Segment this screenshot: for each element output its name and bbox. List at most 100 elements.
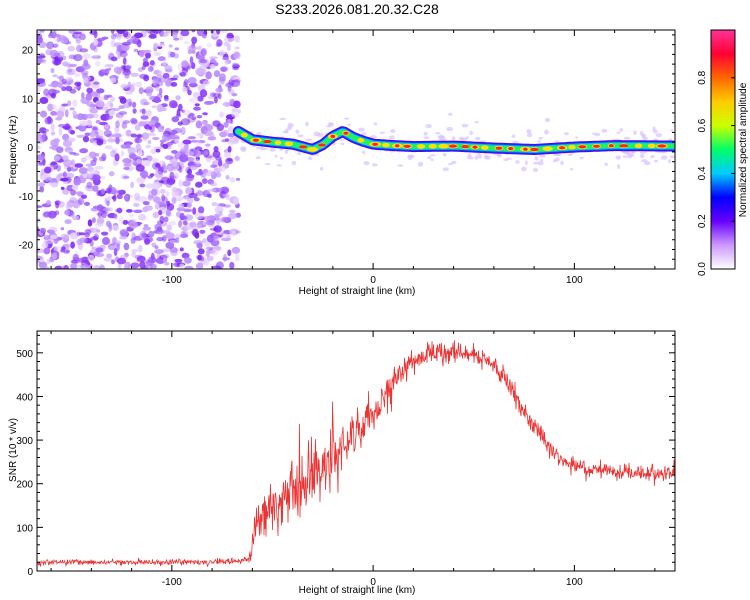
noise-blob [222, 101, 231, 107]
noise-blob [196, 262, 204, 269]
snr-frame [36, 330, 676, 572]
halo-blob [435, 132, 441, 135]
halo-blob [274, 154, 278, 158]
noise-blob [168, 220, 177, 226]
noise-blob [212, 245, 222, 250]
noise-blob [141, 132, 150, 140]
noise-blob [50, 139, 59, 147]
noise-blob [200, 48, 207, 57]
noise-blob [61, 103, 69, 107]
noise-blob [63, 249, 70, 254]
noise-blob [196, 115, 203, 119]
noise-blob [147, 66, 154, 72]
noise-blob [158, 87, 163, 95]
halo-blob [524, 160, 528, 165]
spectrogram-y-tick-label: 0 [27, 143, 33, 154]
noise-blob [101, 69, 110, 74]
ridge-hot-red [530, 147, 539, 152]
noise-blob [47, 229, 55, 234]
noise-blob [90, 130, 96, 138]
noise-blob [111, 259, 115, 265]
halo-blob [526, 133, 533, 138]
colorbar-gradient [710, 29, 736, 270]
noise-blob [42, 211, 51, 218]
halo-blob [451, 160, 457, 164]
noise-blob [55, 202, 59, 209]
noise-blob [149, 173, 155, 177]
noise-blob [43, 247, 51, 255]
spectrogram-y-tick-label: -10 [19, 192, 34, 203]
noise-blob [46, 103, 54, 112]
noise-blob [119, 51, 128, 58]
noise-blob [164, 77, 172, 85]
noise-blob [50, 182, 59, 188]
ridge-hot-red [593, 144, 600, 148]
noise-blob [76, 238, 83, 246]
noise-blob [73, 86, 80, 90]
noise-blob [212, 202, 220, 207]
noise-blob [74, 163, 84, 168]
noise-blob [151, 188, 158, 197]
halo-blob [423, 131, 428, 136]
noise-blob [66, 210, 71, 216]
noise-blob [130, 262, 140, 269]
noise-blob [107, 100, 113, 105]
noise-blob [82, 77, 89, 84]
noise-blob [153, 196, 161, 204]
noise-blob [195, 141, 203, 146]
noise-blob [216, 39, 223, 47]
noise-blob [120, 84, 129, 89]
halo-blob [236, 109, 242, 114]
halo-blob [668, 159, 672, 164]
spectrogram-x-tick-label: -100 [162, 275, 182, 286]
halo-blob [407, 155, 413, 161]
noise-blob [93, 81, 100, 85]
noise-blob [47, 116, 52, 124]
noise-blob [217, 93, 222, 100]
noise-blob [223, 41, 229, 47]
noise-blob [221, 233, 229, 239]
noise-blob [68, 54, 77, 60]
noise-blob [63, 265, 69, 269]
noise-blob [128, 101, 133, 107]
noise-blob [82, 53, 91, 60]
noise-blob [75, 39, 81, 44]
halo-blob [660, 155, 668, 160]
noise-blob [166, 200, 171, 207]
noise-blob [220, 186, 230, 194]
noise-blob [148, 230, 155, 238]
halo-blob [604, 162, 608, 166]
halo-blob [363, 161, 370, 166]
ridge-hot-red [263, 140, 272, 144]
noise-blob [220, 30, 228, 34]
noise-blob [178, 179, 184, 188]
noise-blob [185, 187, 193, 195]
noise-blob [191, 116, 197, 120]
halo-blob [511, 134, 516, 138]
noise-blob [218, 73, 226, 82]
noise-blob [153, 51, 161, 57]
noise-blob [110, 150, 117, 158]
noise-blob [210, 164, 218, 168]
noise-blob [164, 65, 173, 73]
noise-blob [175, 237, 180, 244]
noise-blob [124, 73, 130, 79]
noise-blob [97, 210, 102, 219]
ridge-hot-yellow [357, 138, 365, 143]
noise-blob [186, 168, 193, 175]
noise-blob [197, 206, 205, 214]
halo-blob [296, 152, 302, 155]
noise-blob [87, 254, 95, 262]
noise-blob [140, 232, 147, 240]
noise-blob [227, 119, 232, 123]
snr-x-tick-label: 0 [370, 577, 376, 588]
noise-blob [148, 34, 157, 39]
noise-blob [108, 222, 112, 229]
noise-blob [144, 124, 151, 130]
noise-blob [133, 202, 140, 207]
noise-blob [158, 180, 165, 184]
halo-blob [653, 129, 658, 134]
noise-blob [121, 122, 128, 129]
noise-blob [180, 30, 190, 37]
noise-blob [43, 88, 50, 96]
